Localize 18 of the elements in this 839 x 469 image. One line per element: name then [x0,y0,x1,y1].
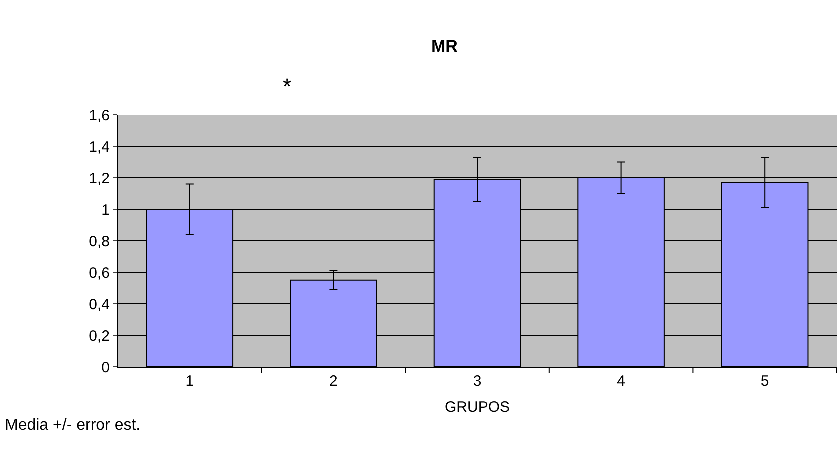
x-tick-label: 1 [186,373,194,390]
y-tick-label: 0,4 [89,296,110,314]
y-tick-label: 0,6 [89,264,110,282]
y-tick-label: 1,6 [89,107,110,124]
y-tick-label: 0,8 [89,233,110,250]
text: Media +/- error est. [5,417,141,434]
chart-title: MR [431,36,458,56]
y-tick-label: 1 [102,202,110,219]
y-tick-label: 1,2 [89,170,110,188]
x-tick-label: 5 [760,373,770,390]
y-tick-label: 1,4 [89,138,110,156]
x-axis-title: GRUPOS [444,399,510,416]
text: * [283,74,292,99]
y-tick-label: 0 [102,359,110,376]
x-tick-label: 4 [617,373,626,390]
x-tick-label: 3 [473,373,482,390]
x-tick-label: 2 [330,373,338,390]
y-tick-label: 0,2 [89,328,110,345]
